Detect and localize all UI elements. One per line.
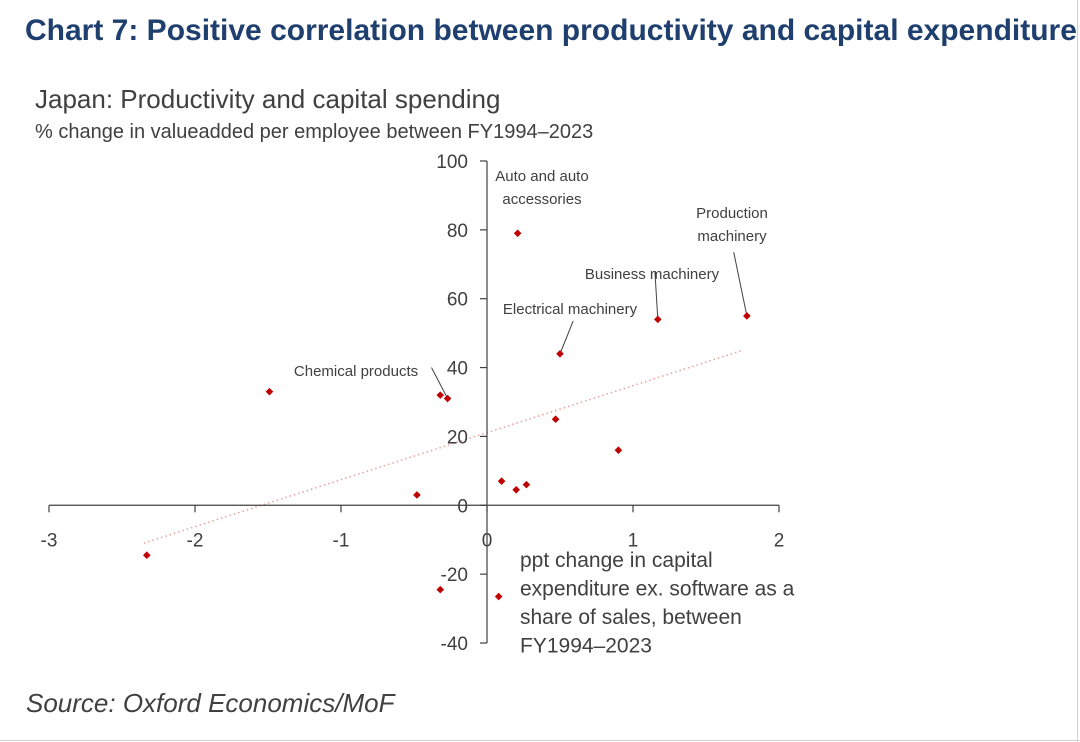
annotation-label-chemical: Chemical products [294,363,418,380]
data-point [551,415,560,424]
x-axis-label: FY1994–2023 [520,635,652,658]
annotation-leader-line [431,367,449,399]
x-tick-label: 2 [774,530,785,551]
annotation-label-production: Production [696,205,768,222]
x-axis-label: expenditure ex. software as a [520,578,795,601]
x-tick-label: -3 [41,530,58,551]
annotation-label-auto: Auto and auto [495,168,588,185]
x-tick-label: 0 [482,530,493,551]
x-tick-label: -1 [333,530,350,551]
data-point [654,315,662,324]
y-tick-label: 100 [436,152,468,173]
y-tick-label: -40 [441,634,468,655]
annotation-leader-line [654,271,659,320]
annotation-label-auto: accessories [502,191,581,208]
data-point [443,394,452,403]
data-point [522,480,531,489]
x-tick-label: -2 [187,530,204,551]
annotation-label-business: Business machinery [585,266,720,283]
data-point [143,551,151,560]
y-tick-label: 20 [447,427,468,448]
data-point [513,229,522,238]
y-tick-label: 80 [447,221,468,242]
data-point [556,350,564,358]
x-axis-label: ppt change in capital [520,549,713,572]
data-point [265,387,274,396]
data-point [436,585,445,594]
y-axis-label: % change in valueadded per employee betw… [35,121,594,143]
y-tick-label: 60 [447,290,468,311]
data-point [494,592,503,601]
annotation-leader-line [559,320,574,354]
annotation-leader-line [733,252,748,317]
chart-title: Japan: Productivity and capital spending [35,84,501,114]
data-point [743,312,751,320]
frame-border-bottom [0,740,1080,741]
data-point [614,446,623,454]
x-tick-label: 1 [628,530,639,551]
data-point [436,391,445,399]
y-tick-label: -20 [441,565,468,586]
annotation-label-electrical: Electrical machinery [503,301,638,318]
data-point [512,485,520,494]
annotation-label-production: machinery [697,228,767,245]
data-point [497,477,506,485]
frame-border-right [1077,0,1078,742]
y-tick-label: 0 [457,496,468,517]
chart-heading: Chart 7: Positive correlation between pr… [25,14,1077,47]
data-point [413,491,421,499]
y-tick-label: 40 [447,359,468,380]
trendline [143,349,743,544]
source-note: Source: Oxford Economics/MoF [26,688,395,718]
x-axis-label: share of sales, between [520,606,742,629]
